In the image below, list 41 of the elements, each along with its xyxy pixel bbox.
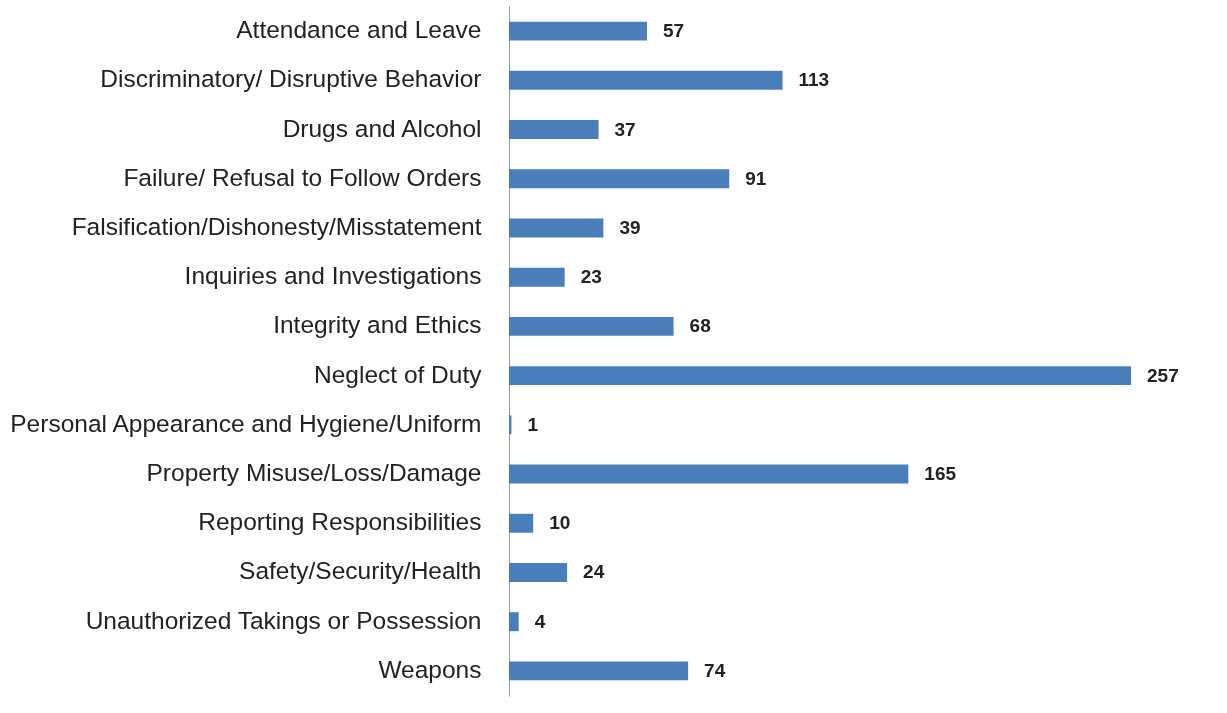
data-label: 1: [527, 413, 539, 435]
y-tick-label: Reporting Responsibilities: [198, 508, 482, 536]
data-label: 165: [924, 463, 957, 485]
y-tick-label: Unauthorized Takings or Possession: [85, 606, 482, 634]
bar: [509, 169, 730, 189]
data-label: 68: [689, 315, 711, 337]
bar: [509, 120, 599, 139]
data-label: 10: [549, 512, 571, 534]
y-tick-label: Falsification/Dishonesty/Misstatement: [71, 212, 482, 240]
y-tick-label: Neglect of Duty: [314, 360, 483, 388]
bar: [509, 513, 534, 533]
data-label: 24: [583, 561, 605, 583]
bar: [509, 70, 783, 90]
y-tick-label: Failure/ Refusal to Follow Orders: [123, 163, 482, 191]
bar: [509, 267, 565, 287]
bar: [509, 612, 519, 632]
y-tick-label: Discriminatory/ Disruptive Behavior: [100, 65, 482, 93]
y-tick-label: Personal Appearance and Hygiene/Uniform: [10, 409, 482, 437]
data-label: 39: [619, 216, 641, 238]
bar: [509, 563, 568, 582]
data-label: 91: [745, 167, 767, 189]
data-label: 57: [662, 20, 685, 42]
y-tick-label: Safety/Security/Health: [239, 557, 482, 585]
data-label: 23: [580, 266, 602, 288]
data-label: 74: [704, 659, 726, 681]
y-tick-label: Integrity and Ethics: [273, 311, 482, 339]
bar: [509, 464, 909, 484]
bar: [509, 316, 674, 336]
bar: [509, 218, 604, 238]
data-label: 4: [534, 610, 546, 632]
data-label: 113: [798, 69, 830, 91]
y-tick-label: Drugs and Alcohol: [282, 114, 482, 142]
y-tick-label: Property Misuse/Loss/Damage: [146, 459, 482, 487]
bar: [509, 661, 689, 681]
bar: [509, 366, 1131, 386]
y-tick-label: Attendance and Leave: [236, 16, 482, 44]
y-tick-label: Inquiries and Investigations: [184, 262, 482, 290]
bar: [509, 21, 647, 41]
y-tick-label: Weapons: [378, 655, 482, 683]
data-label: 257: [1147, 364, 1179, 386]
data-label: 37: [614, 118, 636, 140]
